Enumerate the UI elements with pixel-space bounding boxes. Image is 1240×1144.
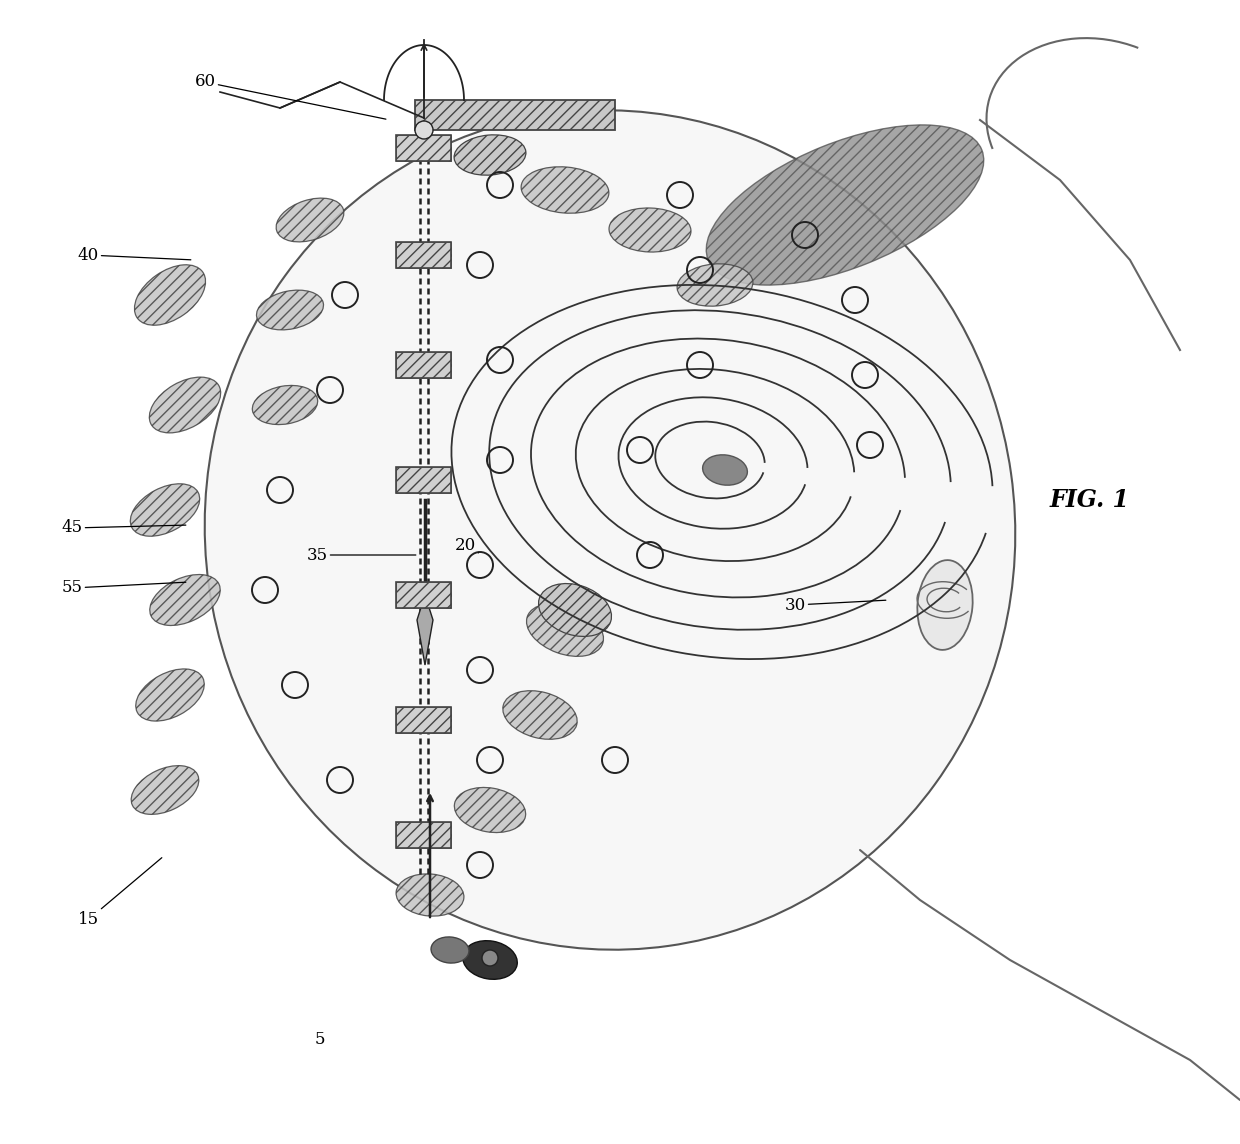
Text: 20: 20 xyxy=(454,537,479,554)
Polygon shape xyxy=(417,595,433,665)
Ellipse shape xyxy=(527,604,604,657)
Text: FIG. 1: FIG. 1 xyxy=(1050,488,1130,513)
Ellipse shape xyxy=(538,583,611,636)
Ellipse shape xyxy=(131,765,198,815)
Circle shape xyxy=(482,950,498,966)
Ellipse shape xyxy=(277,198,343,241)
Ellipse shape xyxy=(149,378,221,432)
Ellipse shape xyxy=(677,264,753,307)
Text: 60: 60 xyxy=(195,73,386,119)
FancyBboxPatch shape xyxy=(396,823,451,848)
Ellipse shape xyxy=(205,110,1016,950)
Text: 35: 35 xyxy=(306,547,415,564)
Ellipse shape xyxy=(521,167,609,213)
Ellipse shape xyxy=(454,787,526,833)
Circle shape xyxy=(415,121,433,140)
FancyBboxPatch shape xyxy=(396,467,451,493)
Ellipse shape xyxy=(609,208,691,252)
Ellipse shape xyxy=(432,937,469,963)
Ellipse shape xyxy=(463,940,517,979)
FancyBboxPatch shape xyxy=(396,135,451,161)
Text: 40: 40 xyxy=(77,246,191,263)
Ellipse shape xyxy=(454,135,526,175)
Ellipse shape xyxy=(918,561,972,650)
FancyBboxPatch shape xyxy=(396,352,451,378)
Text: 30: 30 xyxy=(785,596,885,613)
Ellipse shape xyxy=(703,455,748,485)
FancyBboxPatch shape xyxy=(415,100,615,130)
Ellipse shape xyxy=(150,574,221,626)
Ellipse shape xyxy=(707,125,983,285)
FancyBboxPatch shape xyxy=(396,582,451,607)
Text: 5: 5 xyxy=(315,1032,325,1049)
FancyBboxPatch shape xyxy=(396,707,451,733)
Text: 45: 45 xyxy=(62,519,186,537)
Ellipse shape xyxy=(502,691,577,739)
FancyBboxPatch shape xyxy=(396,243,451,268)
Ellipse shape xyxy=(135,669,205,721)
Ellipse shape xyxy=(130,484,200,537)
Text: 15: 15 xyxy=(77,858,161,929)
Ellipse shape xyxy=(252,386,317,424)
Ellipse shape xyxy=(134,264,206,325)
Text: 55: 55 xyxy=(62,580,186,596)
Ellipse shape xyxy=(257,291,324,329)
Ellipse shape xyxy=(396,874,464,916)
